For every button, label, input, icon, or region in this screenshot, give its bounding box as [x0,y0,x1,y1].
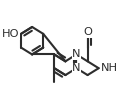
Text: O: O [83,27,92,37]
Text: N: N [72,49,81,59]
Text: NH: NH [101,63,118,73]
Text: N: N [72,63,81,73]
Text: HO: HO [2,29,20,39]
